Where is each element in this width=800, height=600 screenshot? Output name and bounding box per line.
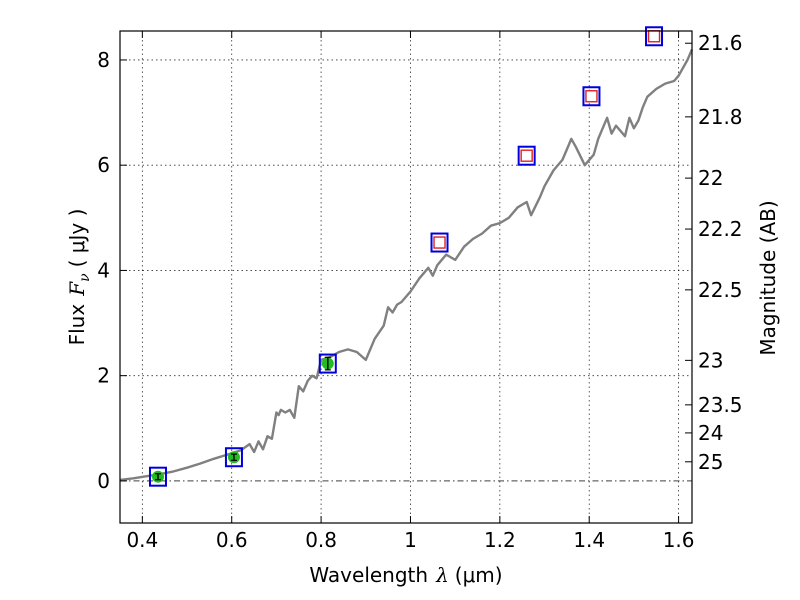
grid <box>120 31 692 523</box>
x-tick-label: 1.2 <box>484 528 516 552</box>
axis-ticks: 0.4 0.6 0.8 1 1.2 1.4 1.60246821.621.82222.222… <box>97 31 743 552</box>
x-axis-label: Wavelength λ (μm) <box>309 563 502 587</box>
y-axis-label: FluxFν( μJy ) <box>65 209 93 346</box>
plot-frame <box>119 30 693 524</box>
x-tick-label: 1.6 <box>663 528 695 552</box>
spectrum-series <box>119 48 694 482</box>
mag-tick-label: 21.8 <box>698 105 743 129</box>
mag-tick-label: 22.2 <box>698 217 743 241</box>
y-tick-label: 2 <box>97 364 110 388</box>
model-photometry-square <box>430 232 449 253</box>
mag-tick-label: 24 <box>698 421 723 445</box>
model-photometry-square <box>224 447 243 468</box>
y-tick-label: 4 <box>97 258 110 282</box>
upper-limit-marker <box>585 90 598 103</box>
mag-tick-label: 21.6 <box>698 31 743 55</box>
y-tick-label: 6 <box>97 153 110 177</box>
upper-limit-marker <box>647 30 661 43</box>
model-photometry-square <box>582 86 601 107</box>
upper-limit-marker <box>520 149 533 162</box>
model-photometry-square <box>645 26 664 47</box>
mag-tick-label: 22 <box>698 166 723 190</box>
upper-limit-marker <box>433 236 446 249</box>
y2-axis-label: Magnitude (AB) <box>756 200 780 355</box>
x-tick-label: 0.6 <box>216 528 248 552</box>
mag-tick-label: 23.5 <box>698 393 743 417</box>
photometry-markers <box>148 26 664 487</box>
mag-tick-label: 25 <box>698 450 723 474</box>
model-photometry-square <box>517 145 536 166</box>
spectrum-line <box>119 48 694 482</box>
mag-tick-label: 22.5 <box>698 278 743 302</box>
model-photometry-square <box>148 466 167 487</box>
mag-tick-label: 23 <box>698 348 723 372</box>
y-tick-label: 8 <box>97 48 110 72</box>
y-tick-label: 0 <box>97 469 110 493</box>
x-tick-label: 1.4 <box>573 528 605 552</box>
x-tick-label: 1 <box>404 528 417 552</box>
x-tick-label: 0.4 <box>126 528 158 552</box>
model-photometry-square <box>318 353 337 374</box>
x-tick-label: 0.8 <box>305 528 337 552</box>
